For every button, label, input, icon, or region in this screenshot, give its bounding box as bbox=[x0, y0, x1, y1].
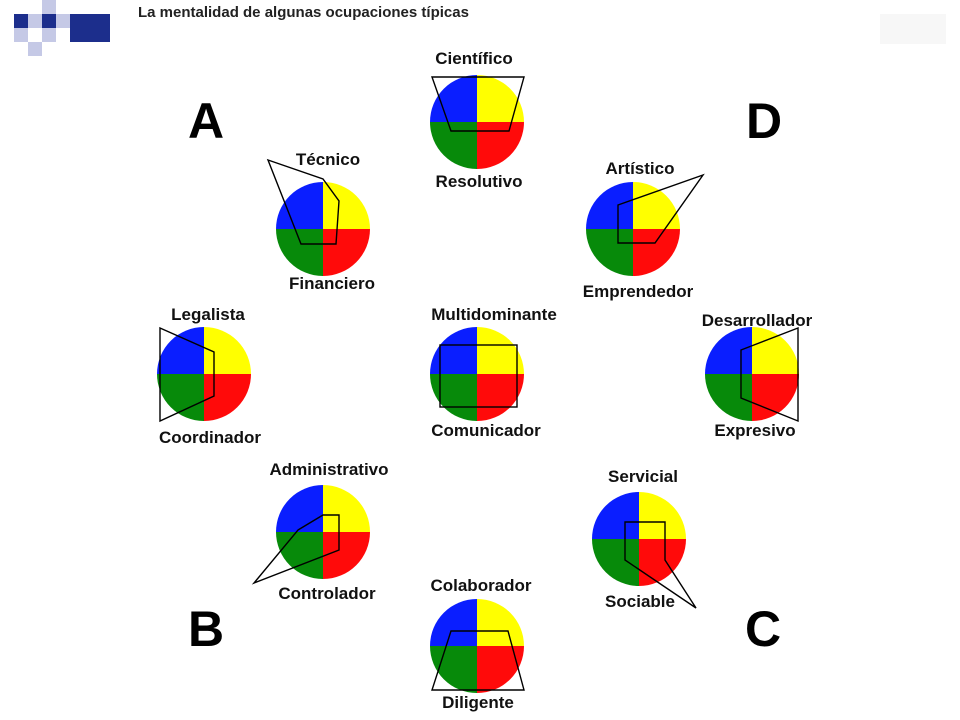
label-emprendedor: Emprendedor bbox=[582, 282, 694, 301]
label-comunicador: Comunicador bbox=[431, 421, 541, 440]
quadrant-blue bbox=[276, 182, 323, 229]
profile-desarrollador bbox=[705, 326, 799, 423]
quadrant-circle bbox=[592, 492, 686, 586]
quadrant-green bbox=[705, 374, 752, 421]
quadrant-green bbox=[586, 229, 633, 276]
quadrant-red bbox=[204, 374, 251, 421]
quadrant-yellow bbox=[323, 485, 370, 532]
corner-c: C bbox=[745, 601, 782, 657]
quadrant-circle bbox=[430, 327, 524, 421]
quadrant-green bbox=[430, 646, 477, 693]
label-resolutivo: Resolutivo bbox=[435, 172, 523, 191]
logo-square bbox=[42, 0, 56, 14]
quadrant-yellow bbox=[204, 327, 251, 374]
label-coordinador: Coordinador bbox=[159, 428, 261, 447]
profile-legalista bbox=[157, 326, 251, 423]
quadrant-circle bbox=[586, 182, 680, 276]
profile-outline bbox=[439, 344, 518, 408]
profile-colaborador bbox=[430, 599, 525, 693]
quadrant-blue bbox=[430, 599, 477, 646]
label-diligente: Diligente bbox=[442, 693, 514, 712]
label-cientifico: Científico bbox=[435, 49, 513, 68]
corner-a: A bbox=[188, 93, 225, 149]
logo-square bbox=[70, 14, 110, 42]
logo-square bbox=[56, 14, 70, 28]
label-controlador: Controlador bbox=[278, 584, 376, 603]
quadrant-red bbox=[477, 122, 524, 169]
profile-outline bbox=[624, 521, 697, 609]
quadrant-red bbox=[477, 646, 524, 693]
faint-box bbox=[880, 14, 946, 44]
quadrant-red bbox=[323, 532, 370, 579]
profile-tecnico bbox=[266, 158, 370, 276]
quadrant-circle bbox=[705, 327, 799, 421]
label-sociable: Sociable bbox=[605, 592, 675, 611]
profile-administrativo bbox=[251, 485, 370, 585]
quadrant-yellow bbox=[477, 75, 524, 122]
quadrant-green bbox=[430, 122, 477, 169]
quadrant-green bbox=[592, 539, 639, 586]
label-expresivo: Expresivo bbox=[714, 421, 796, 440]
label-servicial: Servicial bbox=[608, 467, 678, 486]
quadrant-green bbox=[276, 229, 323, 276]
quadrant-blue bbox=[705, 327, 752, 374]
quadrant-blue bbox=[157, 327, 204, 374]
quadrant-red bbox=[477, 374, 524, 421]
quadrant-yellow bbox=[477, 327, 524, 374]
label-administrativo: Administrativo bbox=[269, 460, 389, 479]
profile-multidominante bbox=[430, 327, 524, 421]
logo-square bbox=[42, 14, 56, 28]
profile-artistico bbox=[586, 173, 705, 276]
logo-square bbox=[14, 28, 28, 42]
quadrant-circle bbox=[276, 182, 370, 276]
page-title: La mentalidad de algunas ocupaciones típ… bbox=[138, 4, 469, 21]
quadrant-green bbox=[430, 374, 477, 421]
quadrant-red bbox=[323, 229, 370, 276]
label-desarrollador: Desarrollador bbox=[701, 311, 813, 330]
profile-outline bbox=[266, 158, 340, 245]
logo-square bbox=[14, 14, 28, 28]
quadrant-blue bbox=[592, 492, 639, 539]
quadrant-blue bbox=[430, 75, 477, 122]
logo-squares bbox=[14, 0, 110, 56]
label-financiero: Financiero bbox=[289, 274, 375, 293]
quadrant-circle bbox=[276, 485, 370, 579]
quadrant-blue bbox=[430, 327, 477, 374]
profile-outline bbox=[431, 76, 525, 132]
quadrant-circle bbox=[430, 75, 524, 169]
quadrant-red bbox=[633, 229, 680, 276]
corner-b: B bbox=[188, 601, 225, 657]
label-multidominante: Multidominante bbox=[431, 305, 557, 324]
quadrant-yellow bbox=[477, 599, 524, 646]
quadrant-yellow bbox=[633, 182, 680, 229]
quadrant-green bbox=[157, 374, 204, 421]
quadrant-red bbox=[639, 539, 686, 586]
quadrant-green bbox=[276, 532, 323, 579]
label-colaborador: Colaborador bbox=[430, 576, 532, 595]
corner-d: D bbox=[746, 93, 783, 149]
profile-servicial bbox=[592, 492, 697, 609]
quadrant-yellow bbox=[752, 327, 799, 374]
profile-outline bbox=[740, 326, 799, 423]
profile-outline bbox=[159, 326, 215, 423]
quadrant-circle bbox=[157, 327, 251, 421]
label-legalista: Legalista bbox=[171, 305, 245, 324]
quadrant-blue bbox=[586, 182, 633, 229]
profile-cientifico bbox=[430, 75, 525, 169]
logo-square bbox=[28, 14, 42, 28]
quadrant-red bbox=[752, 374, 799, 421]
quadrant-yellow bbox=[323, 182, 370, 229]
quadrant-yellow bbox=[639, 492, 686, 539]
label-tecnico: Técnico bbox=[295, 150, 361, 169]
quadrant-blue bbox=[276, 485, 323, 532]
logo-square bbox=[42, 28, 56, 42]
profile-outline bbox=[431, 630, 525, 691]
logo-square bbox=[28, 42, 42, 56]
profile-outline bbox=[251, 514, 340, 585]
quadrant-circle bbox=[430, 599, 524, 693]
label-artistico: Artístico bbox=[605, 159, 675, 178]
profile-outline bbox=[617, 173, 705, 244]
